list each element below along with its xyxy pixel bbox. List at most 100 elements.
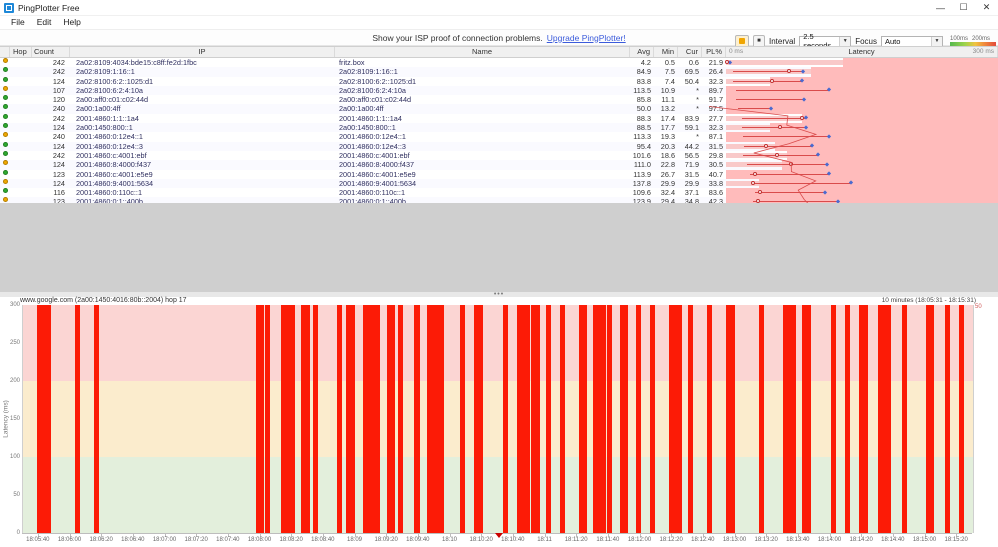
table-row[interactable]: 107 2a02:8100:6:2:4:10a 2a02:8100:6:2:4:10… — [0, 85, 998, 96]
pause-icon — [738, 38, 745, 44]
x-axis-notch — [417, 534, 419, 537]
col-avg[interactable]: Avg — [630, 47, 654, 57]
table-row[interactable]: 124 2a02:8100:6:2::1025:d1 2a02:8100:6:2::… — [0, 76, 998, 86]
cell-cur: * — [696, 132, 699, 142]
col-pl[interactable]: PL% — [702, 47, 726, 57]
cell-ip: 2a00:1a00:4ff — [76, 104, 121, 114]
cell-ip: 2a00:1450:800::1 — [76, 123, 133, 133]
current-time-marker[interactable] — [494, 533, 503, 538]
cell-ip: 2001:4860:c:4001:e5e9 — [76, 169, 153, 179]
packet-loss-bar — [336, 305, 342, 533]
sparkline-range — [744, 145, 813, 147]
focus-select[interactable]: Auto ▼ — [881, 35, 943, 47]
packet-loss-bar — [958, 305, 964, 533]
led-icon — [3, 160, 8, 166]
cell-avg: 113.3 — [633, 132, 651, 142]
menu-item-file[interactable]: File — [11, 17, 25, 27]
graph-range-label[interactable]: 10 minutes (18:05:31 - 18:15:31) — [881, 297, 976, 304]
sparkline-loss-band — [726, 104, 998, 114]
packet-loss-bar — [593, 305, 607, 533]
table-row[interactable]: 124 2001:4860:9:4001:5634 2001:4860:9:4001… — [0, 178, 998, 189]
cell-ip: 2a00:aff0:c01:c02:44d — [76, 95, 149, 105]
col-hop[interactable]: Hop — [10, 47, 32, 57]
x-axis-notch — [829, 534, 831, 537]
cell-pl: 89.7 — [708, 85, 723, 95]
col-name[interactable]: Name — [335, 47, 630, 57]
x-axis-tick: 18:09:20 — [374, 537, 398, 543]
x-axis-notch — [956, 534, 958, 537]
table-row[interactable]: 242 2a02:8109:4034:bde15:c8ff:fe2d:1fbc fr… — [0, 58, 998, 68]
cell-avg: 109.6 — [632, 188, 651, 198]
x-axis-notch — [861, 534, 863, 537]
x-axis-notch — [797, 534, 799, 537]
x-axis-notch — [69, 534, 71, 537]
x-axis-tick: 18:11 — [537, 537, 552, 543]
packet-loss-bar — [545, 305, 551, 533]
packet-loss-bar — [460, 305, 466, 533]
minimize-button[interactable]: — — [936, 2, 945, 13]
band-green — [23, 456, 973, 533]
led-icon — [3, 113, 8, 119]
col-cur[interactable]: Cur — [678, 47, 702, 57]
cell-cur: 50.4 — [684, 76, 699, 86]
table-row[interactable]: 124 2a00:1450:800::1 2a00:1450:800::1 88.5 1… — [0, 123, 998, 133]
table-row[interactable]: 123 2001:4860:c:4001:e5e9 2001:4860:c:4001… — [0, 169, 998, 179]
menu-item-help[interactable]: Help — [63, 17, 81, 27]
cell-cur: 31.5 — [684, 169, 699, 179]
x-axis-tick: 18:10:40 — [501, 537, 525, 543]
upgrade-link[interactable]: Upgrade PingPlotter! — [546, 32, 626, 43]
col-ip[interactable]: IP — [70, 47, 335, 57]
table-row[interactable]: 240 2001:4860:0:12e4::1 2001:4860:0:12e4::… — [0, 132, 998, 142]
cell-ip: 2001:4860:9:4001:5634 — [76, 178, 154, 188]
y-axis-tick: 0 — [16, 530, 20, 536]
cell-pl: 30.5 — [708, 160, 723, 170]
cell-cur: 59.1 — [684, 123, 699, 133]
table-row[interactable]: 124 2001:4860:8:4000:f437 2001:4860:8:4000… — [0, 160, 998, 170]
table-row[interactable]: 242 2001:4860:c:4001:ebf 2001:4860:c:4001:… — [0, 150, 998, 161]
packet-loss-bar — [75, 305, 81, 533]
hop-status-led — [0, 113, 10, 123]
col-count[interactable]: Count — [32, 47, 70, 57]
packet-loss-bar — [830, 305, 836, 533]
table-row[interactable]: 120 2a00:aff0:c01:c02:44d 2a00:aff0:c01:c0… — [0, 95, 998, 105]
y-axis-tick: 250 — [9, 340, 20, 346]
cell-hop — [10, 104, 32, 113]
chevron-down-icon[interactable]: ▼ — [839, 36, 851, 46]
packet-loss-bar — [944, 305, 950, 533]
table-row[interactable]: 116 2001:4860:0:110c::1 2001:4860:0:110c::… — [0, 188, 998, 198]
packet-loss-bar — [265, 305, 271, 533]
table-row[interactable]: 242 2a02:8109:1:16::1 2a02:8109:1:16::1 84.… — [0, 67, 998, 77]
packet-loss-bar — [726, 305, 735, 533]
legend-low-label: 100ms — [950, 36, 969, 42]
sparkline-loss-band — [802, 113, 998, 124]
x-axis-notch — [924, 534, 926, 537]
x-axis-tick: 18:08:40 — [311, 537, 335, 543]
packet-loss-bar — [346, 305, 355, 533]
col-min[interactable]: Min — [654, 47, 678, 57]
sparkline-range — [732, 71, 803, 73]
hop-status-led — [0, 58, 10, 67]
packet-loss-bar — [94, 305, 100, 533]
table-row[interactable]: 240 2a00:1a00:4ff 2a00:1a00:4ff 50.0 13.2 * 97… — [0, 104, 998, 114]
table-row[interactable]: 242 2001:4860:1:1::1a4 2001:4860:1:1::1a4 8… — [0, 113, 998, 124]
table-row[interactable]: 124 2001:4860:0:12e4::3 2001:4860:0:12e4::… — [0, 141, 998, 151]
maximize-button[interactable]: ☐ — [959, 2, 968, 12]
window-buttons: — ☐ ✕ — [929, 0, 998, 15]
pane-splitter[interactable]: ••• — [0, 291, 998, 298]
plot-area[interactable] — [22, 305, 974, 533]
cell-pl: 91.7 — [708, 95, 723, 105]
cell-latency-sparkline — [726, 150, 998, 161]
graph-title: www.google.com (2a00:1450:4016:80b::2004… — [20, 297, 187, 304]
sparkline-range — [742, 154, 819, 156]
cell-min: 19.3 — [660, 132, 675, 142]
hop-status-led — [0, 85, 10, 95]
menu-bar: File Edit Help — [0, 16, 998, 30]
menu-item-edit[interactable]: Edit — [36, 17, 52, 27]
chevron-down-icon[interactable]: ▼ — [931, 36, 942, 46]
cell-pl: 32.3 — [708, 123, 723, 133]
x-axis-notch — [449, 534, 451, 537]
close-button[interactable]: ✕ — [982, 2, 991, 12]
interval-select[interactable]: 2.5 seconds ▼ — [799, 32, 852, 50]
cell-cur: 29.9 — [684, 178, 699, 188]
cell-latency-sparkline — [726, 178, 998, 189]
